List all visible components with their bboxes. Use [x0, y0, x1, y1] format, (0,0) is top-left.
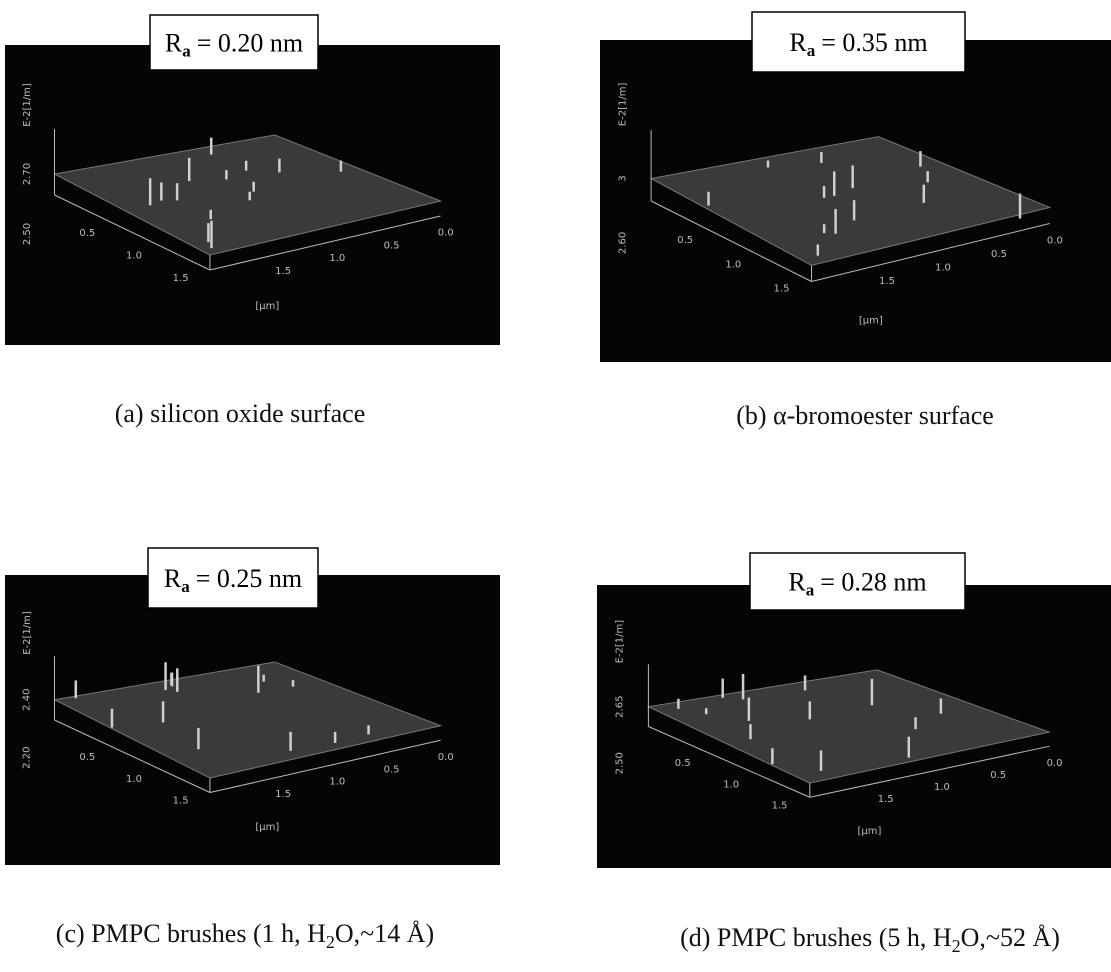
x-tick-label: 0.5 — [677, 235, 693, 246]
x-tick-label: 1.0 — [126, 250, 142, 261]
caption: (c) PMPC brushes (1 h, H2O,~14 Å) — [56, 919, 434, 952]
y-tick-label: 0.0 — [438, 752, 454, 763]
roughness-symbol: R — [164, 564, 182, 593]
y-tick-label: 1.5 — [878, 794, 894, 805]
caption: (d) PMPC brushes (5 h, H2O,~52 Å) — [680, 923, 1060, 956]
roughness-value: = 0.28 nm — [820, 568, 926, 597]
caption-part: (b) α-bromoester surface — [736, 401, 994, 430]
z-tick-label: 2.65 — [615, 696, 626, 718]
y-tick-label: 0.0 — [1047, 235, 1063, 246]
z-axis-unit: E-2[1/m] — [618, 83, 629, 127]
x-tick-label: 1.5 — [774, 283, 790, 294]
caption-part: 2 — [326, 932, 335, 952]
x-tick-label: 0.5 — [675, 758, 691, 769]
axis-unit: [µm] — [255, 301, 279, 312]
caption-part: 2 — [952, 936, 961, 956]
y-tick-label: 1.5 — [275, 266, 291, 277]
x-tick-label: 1.0 — [126, 774, 142, 785]
z-axis-unit: E-2[1/m] — [615, 620, 626, 664]
roughness-value: = 0.25 nm — [196, 564, 302, 593]
y-tick-label: 1.0 — [329, 253, 345, 264]
roughness-subscript: a — [181, 577, 190, 596]
axis-unit: [µm] — [857, 826, 881, 837]
x-tick-label: 0.5 — [79, 752, 95, 763]
y-tick-label: 1.0 — [329, 777, 345, 788]
z-tick-label: 2.50 — [22, 223, 33, 245]
z-tick-label: 3 — [618, 175, 629, 181]
figure: E-2[1/m] 2.70 2.50 0.5 1.0 1.5 1.5 1.0 0.5 0.0 [µm… — [0, 0, 1111, 972]
axis-unit: [µm] — [255, 822, 279, 833]
x-tick-label: 0.5 — [79, 228, 95, 239]
caption-part: O,~14 Å) — [335, 919, 434, 948]
x-tick-label: 1.0 — [723, 779, 739, 790]
roughness-value: = 0.20 nm — [197, 29, 303, 58]
z-tick-label: 2.70 — [22, 163, 33, 185]
x-tick-label: 1.5 — [173, 273, 189, 284]
z-axis-unit: E-2[1/m] — [22, 83, 33, 127]
y-tick-label: 0.0 — [1047, 758, 1063, 769]
roughness-symbol: R — [788, 568, 806, 597]
y-tick-label: 1.5 — [275, 789, 291, 800]
z-axis-unit: E-2[1/m] — [22, 611, 33, 655]
roughness-symbol: R — [789, 28, 807, 57]
afm-panel: E-2[1/m] 2.65 2.50 0.5 1.0 1.5 1.5 1.0 0.5 0.0 [µm… — [597, 553, 1111, 956]
afm-panel: E-2[1/m] 2.40 2.20 0.5 1.0 1.5 1.5 1.0 0.5 0.0 [µm… — [5, 548, 500, 952]
caption: (b) α-bromoester surface — [736, 401, 994, 430]
roughness-subscript: a — [807, 41, 816, 60]
z-tick-label: 2.20 — [22, 747, 33, 769]
roughness-subscript: a — [806, 581, 815, 600]
roughness-subscript: a — [182, 42, 191, 61]
caption: (a) silicon oxide surface — [115, 399, 366, 428]
x-tick-label: 1.0 — [725, 259, 741, 270]
y-tick-label: 1.5 — [879, 276, 895, 287]
y-tick-label: 0.5 — [384, 764, 400, 775]
axis-unit: [µm] — [859, 315, 883, 326]
caption-part: (a) silicon oxide surface — [115, 399, 366, 428]
y-tick-label: 0.5 — [991, 249, 1007, 260]
roughness-value: = 0.35 nm — [821, 28, 927, 57]
afm-panel: E-2[1/m] 3 2.60 0.5 1.0 1.5 1.5 1.0 0.5 0.0 [µm] Ra… — [600, 12, 1111, 430]
x-tick-label: 1.5 — [173, 796, 189, 807]
y-tick-label: 1.0 — [935, 262, 951, 273]
y-tick-label: 0.0 — [438, 228, 454, 239]
z-tick-label: 2.40 — [22, 689, 33, 711]
caption-part: (d) PMPC brushes (5 h, H — [680, 923, 952, 952]
z-tick-label: 2.60 — [618, 232, 629, 254]
x-tick-label: 1.5 — [772, 801, 788, 812]
caption-part: O,~52 Å) — [961, 923, 1060, 952]
roughness-symbol: R — [165, 29, 183, 58]
y-tick-label: 1.0 — [934, 782, 950, 793]
z-tick-label: 2.50 — [615, 752, 626, 774]
y-tick-label: 0.5 — [990, 770, 1006, 781]
y-tick-label: 0.5 — [384, 240, 400, 251]
afm-panel: E-2[1/m] 2.70 2.50 0.5 1.0 1.5 1.5 1.0 0.5 0.0 [µm… — [5, 15, 500, 428]
caption-part: (c) PMPC brushes (1 h, H — [56, 919, 326, 948]
